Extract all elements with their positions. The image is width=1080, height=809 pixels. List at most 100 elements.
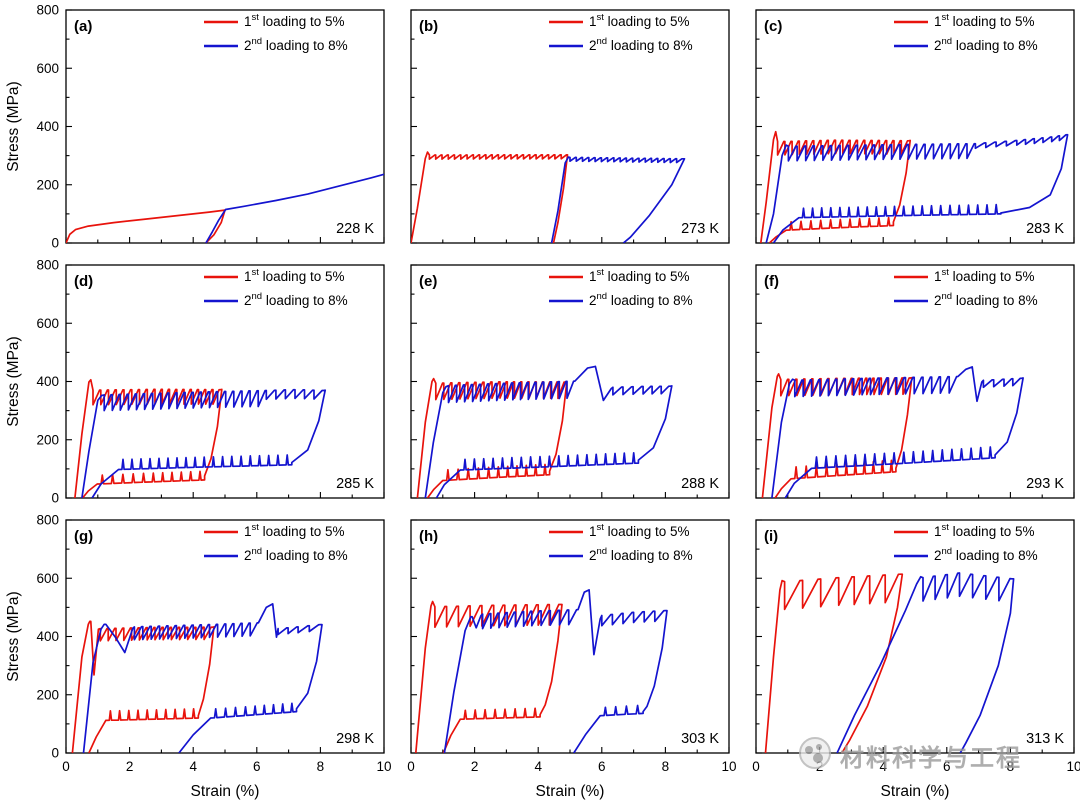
temperature-label: 303 K [681, 731, 719, 747]
second-loading-curve [205, 173, 384, 243]
x-tick-label: 2 [126, 759, 134, 774]
y-axis-title: Stress (MPa) [5, 591, 22, 681]
panel-b: 1st loading to 5% 2nd loading to 8% (b) 273… [410, 9, 730, 244]
legend-label-second: 2nd loading to 8% [244, 36, 348, 53]
y-axis-title: Stress (MPa) [5, 81, 22, 171]
x-tick-label: 6 [943, 759, 951, 774]
legend-label-first: 1st loading to 5% [244, 522, 344, 539]
panel-letter: (g) [74, 528, 93, 545]
second-loading-curve [550, 156, 686, 243]
y-tick-label: 0 [51, 491, 59, 506]
legend-label-first: 1st loading to 5% [934, 522, 1034, 539]
first-loading-curve [66, 209, 226, 243]
y-tick-label: 200 [36, 687, 59, 702]
x-tick-label: 8 [317, 759, 325, 774]
second-loading-curve [765, 133, 1069, 243]
legend-label-second: 2nd loading to 8% [934, 36, 1038, 53]
temperature-label: 313 K [1026, 731, 1064, 747]
temperature-label: 293 K [1026, 476, 1064, 492]
panel-letter: (b) [419, 18, 438, 35]
panel-letter: (i) [764, 528, 778, 545]
first-loading-curve [414, 600, 563, 753]
y-tick-label: 800 [36, 3, 59, 18]
panel-h: 0 2 4 6 8 10 1st loading to 5% 2nd loading to 8… [407, 519, 737, 774]
y-tick-label: 800 [36, 258, 59, 273]
x-tick-label: 8 [1007, 759, 1015, 774]
x-tick-label: 2 [816, 759, 824, 774]
second-loading-curve [771, 366, 1024, 498]
legend-label-second: 2nd loading to 8% [244, 546, 348, 563]
temperature-label: 288 K [681, 476, 719, 492]
x-axis-title: Strain (%) [536, 783, 605, 800]
first-loading-curve [759, 130, 912, 243]
legend: 1st loading to 5% 2nd loading to 8% [894, 12, 1038, 53]
panel-f: 1st loading to 5% 2nd loading to 8% (f) 293… [755, 264, 1075, 499]
legend: 1st loading to 5% 2nd loading to 8% [549, 522, 693, 563]
y-tick-label: 600 [36, 571, 59, 586]
x-tick-label: 6 [253, 759, 261, 774]
legend: 1st loading to 5% 2nd loading to 8% [204, 267, 348, 308]
panel-letter: (d) [74, 273, 93, 290]
temperature-label: 298 K [336, 731, 374, 747]
x-tick-label: 10 [376, 759, 391, 774]
panel-a: 0 200 400 600 800 1st loading to 5% 2nd loadin… [36, 3, 385, 251]
y-tick-label: 600 [36, 316, 59, 331]
y-tick-label: 200 [36, 177, 59, 192]
y-tick-label: 400 [36, 629, 59, 644]
second-loading-curve [82, 603, 323, 753]
x-tick-label: 0 [752, 759, 760, 774]
panel-letter: (f) [764, 273, 779, 290]
x-axis-title: Strain (%) [191, 783, 260, 800]
temperature-label: 228 K [336, 221, 374, 237]
second-loading-curve [81, 388, 327, 498]
temperature-label: 285 K [336, 476, 374, 492]
x-tick-label: 4 [189, 759, 197, 774]
legend-label-first: 1st loading to 5% [589, 267, 689, 284]
legend-label-first: 1st loading to 5% [244, 267, 344, 284]
x-tick-label: 8 [662, 759, 670, 774]
panel-letter: (c) [764, 18, 782, 35]
legend: 1st loading to 5% 2nd loading to 8% [204, 12, 348, 53]
temperature-label: 283 K [1026, 221, 1064, 237]
x-tick-label: 10 [721, 759, 736, 774]
y-tick-label: 400 [36, 374, 59, 389]
legend: 1st loading to 5% 2nd loading to 8% [549, 267, 693, 308]
legend-label-second: 2nd loading to 8% [934, 546, 1038, 563]
legend: 1st loading to 5% 2nd loading to 8% [204, 522, 348, 563]
first-loading-curve [74, 378, 223, 498]
legend-label-first: 1st loading to 5% [934, 12, 1034, 29]
legend: 1st loading to 5% 2nd loading to 8% [894, 267, 1038, 308]
first-loading-curve [71, 620, 215, 753]
legend-label-first: 1st loading to 5% [589, 12, 689, 29]
legend: 1st loading to 5% 2nd loading to 8% [549, 12, 693, 53]
legend-label-first: 1st loading to 5% [244, 12, 344, 29]
panel-g: 0 2 4 6 8 10 0 200 400 600 800 1st loading to 5% 2nd… [36, 513, 391, 775]
legend-label-first: 1st loading to 5% [589, 522, 689, 539]
x-tick-label: 2 [471, 759, 479, 774]
first-loading-curve [411, 151, 569, 243]
y-axis-title: Stress (MPa) [5, 336, 22, 426]
legend: 1st loading to 5% 2nd loading to 8% [894, 522, 1038, 563]
x-tick-label: 10 [1066, 759, 1080, 774]
panel-letter: (e) [419, 273, 437, 290]
y-tick-label: 200 [36, 432, 59, 447]
y-tick-label: 0 [51, 746, 59, 761]
legend-label-second: 2nd loading to 8% [934, 291, 1038, 308]
temperature-label: 273 K [681, 221, 719, 237]
y-tick-label: 0 [51, 236, 59, 251]
first-loading-curve [764, 573, 904, 753]
panel-c: 1st loading to 5% 2nd loading to 8% (c) 283… [755, 9, 1075, 244]
y-tick-label: 800 [36, 513, 59, 528]
legend-label-second: 2nd loading to 8% [589, 546, 693, 563]
panel-letter: (a) [74, 18, 92, 35]
second-loading-curve [424, 365, 673, 498]
x-tick-label: 4 [534, 759, 542, 774]
panel-letter: (h) [419, 528, 438, 545]
second-loading-curve [443, 589, 668, 753]
x-tick-label: 0 [62, 759, 70, 774]
x-tick-label: 4 [879, 759, 887, 774]
x-tick-label: 6 [598, 759, 606, 774]
legend-label-second: 2nd loading to 8% [244, 291, 348, 308]
